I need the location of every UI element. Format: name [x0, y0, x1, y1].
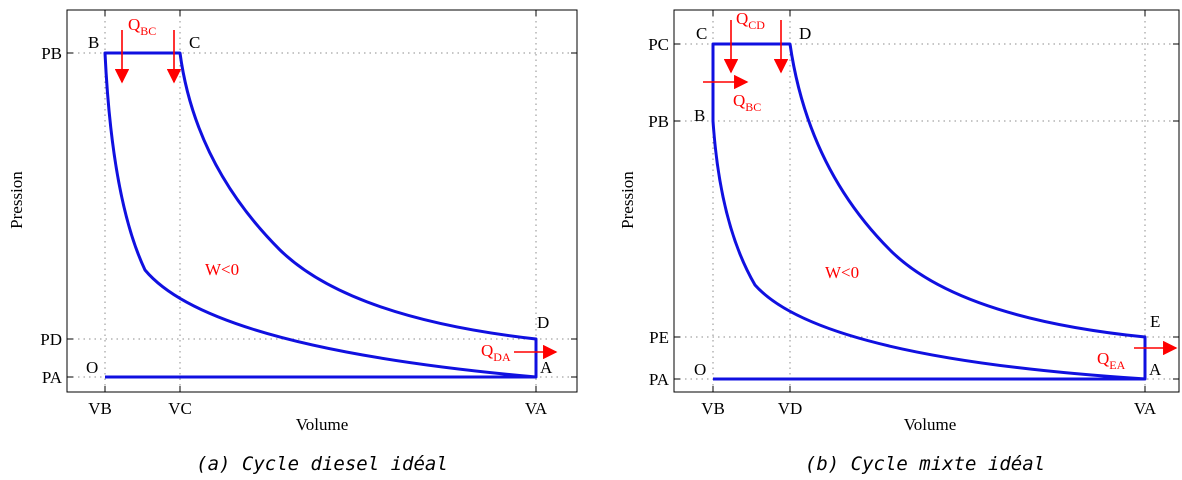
plot-frame-a: [66, 9, 578, 393]
ytick-pe-b: PE: [649, 328, 669, 347]
caption-b: (b) Cycle mixte idéal: [805, 453, 1045, 475]
point-d-a: D: [537, 313, 549, 332]
heat-label-qea-b: QEA: [1097, 349, 1126, 372]
point-o-a: O: [86, 358, 98, 377]
heat-label-qda-a: QDA: [481, 341, 511, 364]
x-axis-label-b: Volume: [904, 415, 957, 434]
y-axis-label-a: Pression: [7, 171, 26, 229]
heat-arrows-a: [114, 30, 558, 360]
point-a-b: A: [1149, 360, 1162, 379]
ytick-pd: PD: [40, 330, 62, 349]
mixed-cycle-curve: [711, 42, 1147, 381]
work-label-b: W<0: [825, 263, 859, 282]
point-b-b: B: [694, 106, 705, 125]
point-a-a: A: [540, 358, 553, 377]
ytick-pa: PA: [42, 368, 63, 387]
ytick-pa-b: PA: [649, 370, 670, 389]
heat-label-qcd-b: QCD: [736, 9, 765, 32]
ticks-b: [674, 10, 1179, 392]
mixed-cycle-diagram: VB VD VA PC PB PE PA Volume Pression C D…: [618, 9, 1180, 475]
heat-label-qbc-a: QBC: [128, 15, 156, 38]
grid-b: [674, 10, 1179, 392]
plot-frame-b: [673, 9, 1180, 393]
xtick-va-b: VA: [1134, 399, 1157, 418]
caption-a: (a) Cycle diesel idéal: [196, 453, 448, 475]
ytick-pb: PB: [41, 44, 62, 63]
diesel-cycle-diagram: VB VC VA PB PD PA Volume Pression B C D …: [7, 9, 578, 475]
xtick-vd-b: VD: [778, 399, 803, 418]
point-c-b: C: [696, 24, 707, 43]
point-e-b: E: [1150, 312, 1160, 331]
xtick-vb-b: VB: [701, 399, 725, 418]
point-b-a: B: [88, 33, 99, 52]
x-axis-label-a: Volume: [296, 415, 349, 434]
y-axis-label-b: Pression: [618, 171, 637, 229]
ytick-pc-b: PC: [648, 35, 669, 54]
diesel-cycle-curve: [103, 51, 538, 379]
point-o-b: O: [694, 360, 706, 379]
xtick-vb: VB: [88, 399, 112, 418]
xtick-vc: VC: [168, 399, 192, 418]
ytick-pb-b: PB: [648, 112, 669, 131]
heat-label-qbc-b: QBC: [733, 91, 761, 114]
point-c-a: C: [189, 33, 200, 52]
ticks-a: [67, 10, 577, 392]
work-label-a: W<0: [205, 260, 239, 279]
point-d-b: D: [799, 24, 811, 43]
xtick-va: VA: [525, 399, 548, 418]
heat-arrows-b: [703, 20, 1178, 356]
